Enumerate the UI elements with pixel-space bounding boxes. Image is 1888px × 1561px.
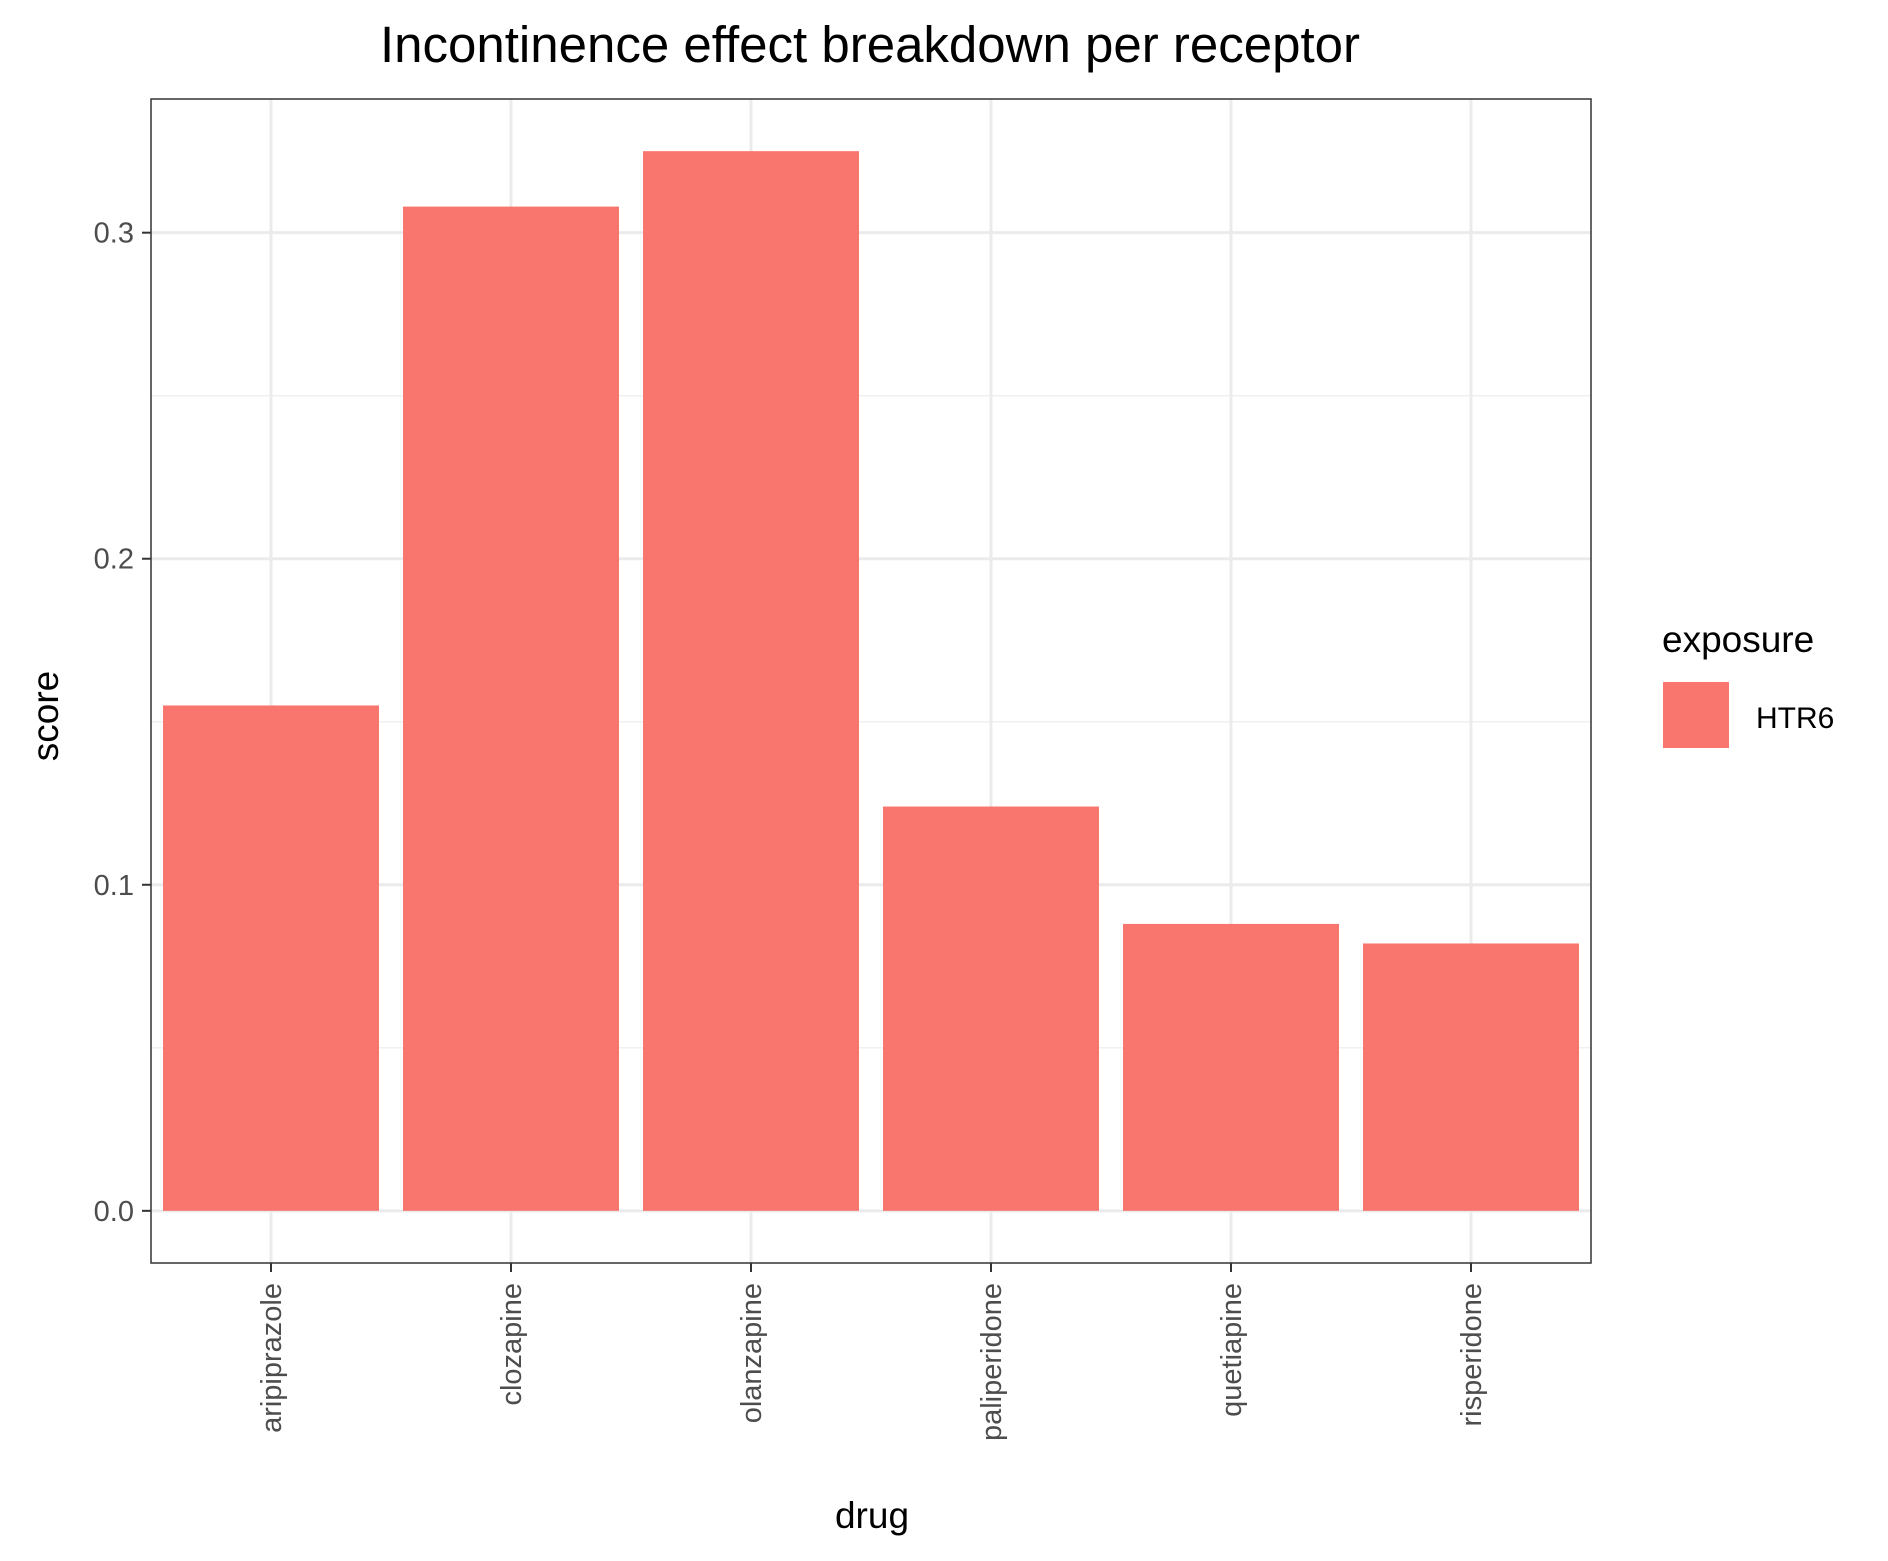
y-tick-label: 0.2: [94, 544, 134, 576]
plot-area: 0.0 0.1 0.2 0.3 aripiprazole clozapine olanzap…: [94, 98, 1592, 1441]
y-axis-title: score: [25, 671, 66, 761]
bar-quetiapine: [1123, 923, 1339, 1211]
x-tick-label: paliperidone: [976, 1283, 1008, 1441]
y-tick-label: 0.1: [94, 870, 134, 902]
bar-olanzapine: [643, 151, 859, 1211]
chart-title: Incontinence effect breakdown per recept…: [380, 16, 1360, 73]
bar-aripiprazole: [163, 705, 379, 1211]
legend-label-htr6: HTR6: [1756, 702, 1834, 735]
y-tick-label: 0.3: [94, 218, 134, 250]
bar-clozapine: [403, 206, 619, 1211]
x-tick-label: clozapine: [496, 1283, 528, 1406]
x-tick-label: aripiprazole: [256, 1283, 288, 1433]
y-tick-label: 0.0: [94, 1196, 134, 1228]
bar-risperidone: [1363, 943, 1579, 1211]
bar-paliperidone: [883, 806, 1099, 1211]
x-tick-label: olanzapine: [736, 1283, 768, 1423]
x-tick-label: quetiapine: [1216, 1283, 1248, 1417]
x-tick-label: risperidone: [1456, 1283, 1488, 1426]
plot-panel-background: [151, 99, 1591, 1263]
legend: exposure HTR6: [1662, 619, 1834, 748]
plot-panel-border: [150, 98, 1592, 1264]
legend-key-htr6: [1663, 682, 1729, 748]
legend-title: exposure: [1662, 619, 1814, 660]
x-axis-title: drug: [835, 1495, 909, 1536]
